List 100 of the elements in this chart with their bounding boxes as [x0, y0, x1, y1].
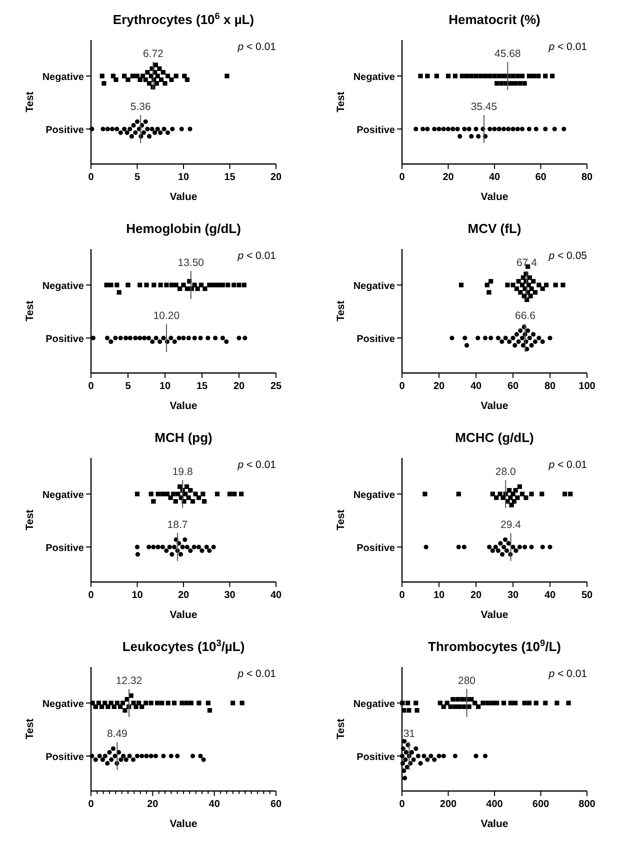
x-tick-label: 40	[488, 172, 500, 183]
x-tick-label: 10	[159, 381, 171, 392]
chart-title: Hematocrit (%)	[448, 12, 540, 27]
chart-title: Thrombocytes (10$^{9}$/L)	[428, 638, 561, 654]
x-tick-label: 40	[270, 590, 282, 601]
y-axis-title: Test	[24, 509, 36, 530]
y-tick-label: Positive	[356, 752, 396, 763]
y-tick-label: Negative	[42, 281, 84, 292]
chart-title: MCV (fL)	[468, 221, 522, 236]
x-tick-label: 60	[535, 172, 547, 183]
y-axis-title: Test	[335, 718, 347, 740]
y-axis-title: Test	[335, 300, 347, 322]
x-tick-label: 10	[178, 172, 190, 183]
chart-title: MCH (pg)	[154, 430, 212, 445]
x-tick-label: 50	[581, 590, 593, 601]
x-tick-label: 0	[88, 381, 94, 392]
x-tick-label: 0	[88, 590, 94, 601]
annotation: 18.7	[167, 519, 188, 531]
x-tick-label: 15	[196, 381, 208, 392]
x-tick-label: 0	[399, 799, 406, 810]
chart-title: Leukocytes (10$^{3}$/µL)	[122, 638, 245, 654]
annotation: p < 0.01	[236, 250, 276, 262]
y-tick-label: Positive	[46, 125, 84, 136]
x-tick-label: 20	[470, 590, 482, 601]
annotation: 10.20	[153, 310, 180, 322]
y-axis-title: Test	[24, 91, 36, 112]
y-tick-label: Negative	[353, 281, 396, 292]
y-tick-label: Negative	[42, 699, 84, 710]
x-tick-label: 40	[470, 381, 482, 392]
annotation: p < 0.01	[548, 668, 588, 680]
annotation: 66.6	[514, 310, 536, 322]
chart-title: Hemoglobin (g/dL)	[126, 221, 241, 236]
x-tick-label: 0	[88, 172, 94, 183]
x-tick-label: 20	[433, 381, 445, 392]
chart-title: MCHC (g/dL)	[455, 430, 534, 445]
y-tick-label: Positive	[356, 125, 396, 136]
x-tick-label: 30	[507, 590, 519, 601]
x-tick-label: 5	[134, 172, 140, 183]
annotation: 8.49	[106, 728, 128, 740]
annotation: p < 0.01	[236, 41, 276, 53]
annotation: 28.0	[495, 466, 516, 478]
y-tick-label: Positive	[46, 752, 84, 763]
annotation: p < 0.01	[548, 459, 588, 471]
x-tick-label: 30	[224, 590, 236, 601]
y-tick-label: Negative	[42, 72, 84, 83]
x-tick-label: 800	[578, 799, 596, 810]
annotation: 280	[458, 675, 476, 687]
y-tick-label: Positive	[46, 543, 84, 554]
annotation: 6.72	[142, 48, 164, 60]
x-tick-label: 200	[440, 799, 458, 810]
x-tick-label: 100	[578, 381, 596, 392]
annotation: p < 0.01	[236, 459, 276, 471]
x-tick-label: 10	[132, 590, 144, 601]
y-tick-label: Negative	[353, 72, 396, 83]
y-tick-label: Positive	[356, 334, 396, 345]
x-tick-label: 0	[399, 381, 406, 392]
y-tick-label: Positive	[46, 334, 84, 345]
x-tick-label: 60	[270, 799, 282, 810]
x-tick-label: 0	[399, 590, 406, 601]
x-tick-label: 40	[208, 799, 220, 810]
x-axis-title: Value	[480, 609, 508, 621]
x-axis-title: Value	[170, 818, 198, 830]
x-axis-title: Value	[170, 400, 198, 412]
annotation: 12.32	[116, 675, 142, 687]
annotation: 45.68	[494, 48, 521, 60]
y-axis-title: Test	[335, 509, 347, 530]
x-axis-title: Value	[170, 191, 198, 203]
x-tick-label: 0	[88, 799, 94, 810]
y-axis-title: Test	[24, 300, 36, 322]
annotation: 35.45	[470, 101, 498, 113]
x-axis-title: Value	[480, 400, 508, 412]
x-tick-label: 600	[532, 799, 550, 810]
y-tick-label: Positive	[356, 543, 396, 554]
x-axis-title: Value	[480, 818, 508, 830]
x-tick-label: 40	[544, 590, 556, 601]
x-tick-label: 0	[399, 172, 406, 183]
x-axis-title: Value	[480, 191, 508, 203]
annotation: 5.36	[130, 101, 151, 113]
annotation: 29.4	[500, 519, 522, 531]
x-axis-title: Value	[170, 609, 198, 621]
x-tick-label: 400	[486, 799, 504, 810]
x-tick-label: 20	[442, 172, 454, 183]
annotation: p < 0.05	[548, 250, 588, 262]
x-tick-label: 60	[507, 381, 519, 392]
annotation: p < 0.01	[236, 668, 276, 680]
annotation: 13.50	[178, 257, 204, 269]
x-tick-label: 25	[270, 381, 282, 392]
annotation: 67.4	[516, 257, 538, 269]
x-tick-label: 15	[224, 172, 236, 183]
y-tick-label: Negative	[353, 699, 396, 710]
y-tick-label: Negative	[353, 490, 396, 501]
x-tick-label: 80	[581, 172, 593, 183]
y-axis-title: Test	[24, 718, 36, 740]
x-tick-label: 80	[544, 381, 556, 392]
x-tick-label: 20	[147, 799, 159, 810]
y-axis-title: Test	[335, 91, 347, 112]
annotation: 19.8	[172, 466, 193, 478]
annotation: p < 0.01	[548, 41, 588, 53]
x-tick-label: 20	[178, 590, 190, 601]
x-tick-label: 20	[270, 172, 282, 183]
